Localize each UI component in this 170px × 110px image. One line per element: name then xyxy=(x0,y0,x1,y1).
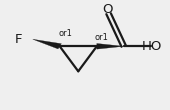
Text: O: O xyxy=(103,3,113,16)
Text: or1: or1 xyxy=(94,33,108,42)
Text: HO: HO xyxy=(141,40,162,53)
Text: F: F xyxy=(15,33,23,46)
Polygon shape xyxy=(33,39,61,49)
Polygon shape xyxy=(97,43,124,49)
Text: or1: or1 xyxy=(59,29,73,38)
